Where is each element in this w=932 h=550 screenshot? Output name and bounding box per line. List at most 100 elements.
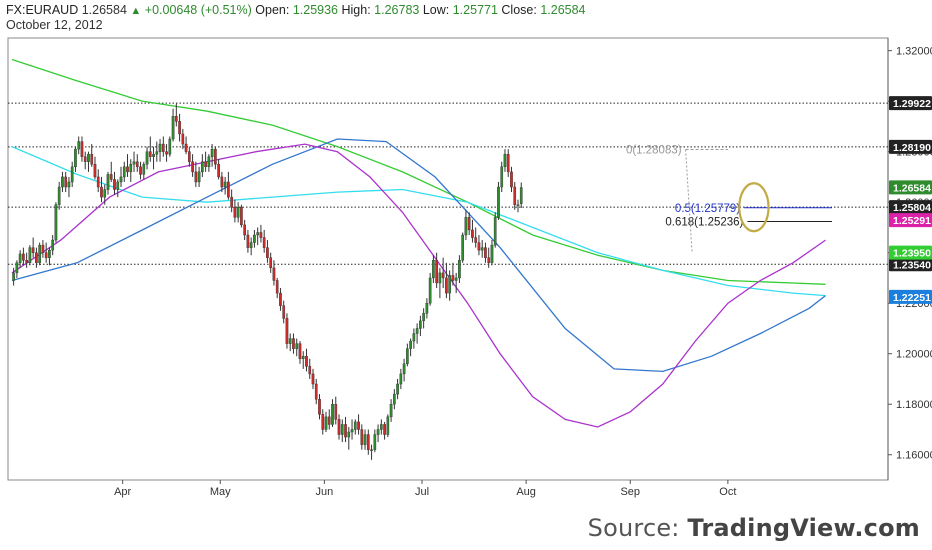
candle-body <box>168 138 172 155</box>
last-price: 1.26584 <box>81 3 127 17</box>
x-tick-label: Jul <box>415 486 429 498</box>
level-price-badge-bg <box>889 96 932 111</box>
candle-body <box>438 272 442 284</box>
indicator-price-badge-bg <box>889 245 932 260</box>
candle-body <box>38 244 41 263</box>
candle-body <box>419 320 422 329</box>
candle-body <box>311 373 315 385</box>
candle-body <box>513 186 517 205</box>
candle-body <box>135 161 139 168</box>
close-value: 1.26584 <box>540 3 586 17</box>
candle-body <box>31 247 35 253</box>
price-change: +0.00648 (+0.51%) <box>144 3 252 17</box>
candle-body <box>44 252 48 258</box>
candle-body <box>272 267 276 281</box>
x-tick-label: Sep <box>620 486 640 498</box>
candle-body <box>148 151 152 157</box>
candle-body <box>305 356 308 367</box>
candle-body <box>474 237 478 243</box>
candle-body <box>516 204 520 206</box>
indicator-price-badge-bg <box>889 289 932 304</box>
candle-body <box>214 148 217 165</box>
candle-body <box>171 116 175 140</box>
candle-body <box>217 164 220 178</box>
candle-body <box>12 272 15 281</box>
candle-body <box>321 414 325 430</box>
candle-body <box>77 141 81 150</box>
up-arrow-icon: ▲ <box>130 5 142 17</box>
candle-body <box>266 247 269 258</box>
y-tick-label: 1.16000 <box>896 450 932 462</box>
candle-body <box>93 164 97 178</box>
level-price-badge: 1.25804 <box>893 202 931 214</box>
candle-body <box>282 305 286 319</box>
candle-body <box>301 356 305 359</box>
candle-body <box>363 434 367 445</box>
candle-body <box>334 404 338 420</box>
x-tick-label: Apr <box>114 486 131 498</box>
candle-body <box>142 164 146 175</box>
open-label: Open: <box>255 3 290 17</box>
candle-body <box>139 166 142 175</box>
candle-body <box>126 166 129 173</box>
candle-body <box>357 421 360 430</box>
candle-body <box>497 186 500 218</box>
source-credit: Source: TradingView.com <box>588 514 920 542</box>
candle-body <box>74 148 77 168</box>
candle-body <box>64 176 68 188</box>
candle-body <box>376 429 380 435</box>
candle-body <box>493 217 497 246</box>
candle-body <box>337 419 341 435</box>
candle-body <box>451 275 455 281</box>
level-price-badge: 1.23540 <box>893 259 931 271</box>
candle-body <box>471 229 474 238</box>
candle-body <box>227 181 230 198</box>
candle-body <box>480 247 484 251</box>
candle-body <box>292 338 295 349</box>
candle-body <box>445 277 448 294</box>
candle-body <box>109 174 113 180</box>
candle-body <box>386 416 390 435</box>
fib-level-label: 0(1.28083) <box>626 145 682 157</box>
candle-body <box>441 272 445 279</box>
candle-body <box>458 260 461 279</box>
candle-body <box>327 416 331 425</box>
candle-body <box>103 189 107 198</box>
open-value: 1.25936 <box>292 3 339 17</box>
candle-body <box>353 421 357 430</box>
candle-body <box>256 232 260 236</box>
candle-body <box>25 260 28 263</box>
indicator-price-badge-bg <box>889 180 932 195</box>
candle-body <box>412 333 416 342</box>
indicator-price-badge: 1.22251 <box>893 292 931 304</box>
candle-body <box>201 161 204 173</box>
candle-body <box>467 217 471 231</box>
candle-body <box>461 234 465 261</box>
candle-body <box>80 141 84 157</box>
candle-body <box>188 151 191 162</box>
x-tick-label: Jun <box>316 486 334 498</box>
candle-body <box>83 156 87 162</box>
candle-body <box>57 186 61 205</box>
candle-body <box>191 161 194 173</box>
candle-body <box>432 260 435 279</box>
candle-body <box>360 429 364 445</box>
candle-body <box>415 328 419 334</box>
moving-average-line <box>11 138 826 373</box>
candle-body <box>116 181 120 190</box>
candle-body <box>285 318 289 344</box>
candle-body <box>448 275 451 294</box>
price-header: FX:EURAUD 1.26584 ▲ +0.00648 (+0.51%) Op… <box>6 2 586 19</box>
candle-body <box>422 313 425 322</box>
candle-body <box>197 171 201 183</box>
candle-body <box>402 363 406 375</box>
level-price-badge: 1.28190 <box>893 142 931 154</box>
candle-body <box>87 153 90 162</box>
y-tick-label: 1.32000 <box>896 46 932 58</box>
candle-body <box>393 393 396 405</box>
high-value: 1.26783 <box>374 3 420 17</box>
close-label: Close: <box>501 3 537 17</box>
candle-body <box>15 262 19 274</box>
candle-body <box>396 383 399 395</box>
